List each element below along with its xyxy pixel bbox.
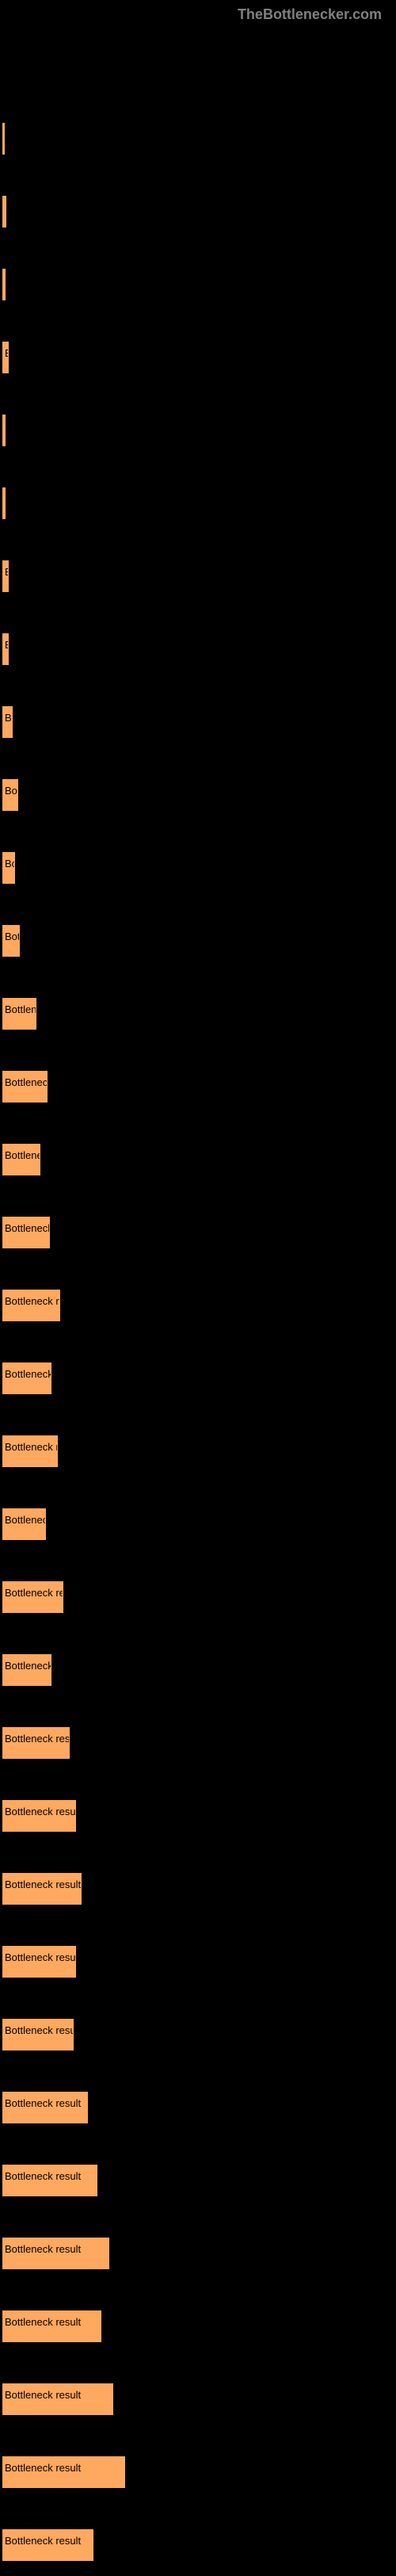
bar-label: Bottleneck result — [5, 2024, 73, 2036]
bar-row: Bott — [2, 905, 394, 972]
bars-container: B B B Bo Bot Bo Bott Bottlene Bottleneck r Bottle… — [2, 103, 394, 2576]
bar-row: Bottleneck resu — [2, 1416, 394, 1482]
watermark-text: TheBottlenecker.com — [238, 6, 382, 23]
bar — [2, 122, 6, 155]
bar-label: Bottleneck result — [5, 1587, 63, 1599]
bar-label: Bottleneck result — [5, 2243, 109, 2255]
bar-row: Bottleneck result — [2, 2218, 394, 2284]
bar-label: Bottleneck result — [5, 1295, 59, 1307]
bar-row: Bottlene — [2, 978, 394, 1045]
bar — [2, 268, 6, 301]
bar-row: Bottleneck res — [2, 1343, 394, 1409]
bar-label: Bottleneck result — [5, 1878, 81, 1890]
bar-label: B — [5, 347, 8, 359]
bar-label: Bottleneck result — [5, 1806, 75, 1817]
bar-row: Bottleneck res — [2, 1197, 394, 1263]
bar-label: Bottleneck result — [5, 2316, 101, 2328]
bar-label: Bottleneck result — [5, 2462, 124, 2474]
bar-row: B — [2, 613, 394, 680]
bar-label: Bottleneck res — [5, 1368, 51, 1380]
bar-row — [2, 468, 394, 534]
bar-label: Bottleneck res — [5, 1222, 49, 1234]
bar-row: Bottleneck result — [2, 2291, 394, 2357]
bar-row: Bottleneck res — [2, 1634, 394, 1701]
bar-label: Bottleneck res — [5, 1660, 51, 1672]
bar-row: Bottleneck result — [2, 1707, 394, 1774]
bar-row: Bottleneck result — [2, 2509, 394, 2576]
bar-label: Bott — [5, 931, 19, 942]
bar — [2, 195, 7, 228]
bar-row: Bottleneck result — [2, 1999, 394, 2066]
bar-label: Bottleneck resu — [5, 1441, 57, 1453]
bar-row: B — [2, 322, 394, 388]
bar-label: Bottleneck result — [5, 1951, 75, 1963]
bar-row: Bottleneck result — [2, 2436, 394, 2503]
bar-row — [2, 176, 394, 243]
bar-label: Bottleneck result — [5, 2097, 87, 2109]
bar-row: Bo — [2, 832, 394, 899]
bar-row: Bottleneck result — [2, 1780, 394, 1847]
bar-row: Bottleneck re — [2, 1489, 394, 1555]
bar-label: Bottleneck result — [5, 1733, 69, 1745]
bar-row — [2, 249, 394, 315]
bar-row: Bottleneck result — [2, 2072, 394, 2138]
bar-label: Bo — [5, 858, 14, 869]
bar — [2, 414, 6, 447]
bar-row: B — [2, 541, 394, 607]
bar-row: Bo — [2, 686, 394, 753]
bar-row: Bottleneck r — [2, 1051, 394, 1118]
bar-row: Bottleneck result — [2, 1926, 394, 1993]
bar-row: Bottleneck — [2, 1124, 394, 1191]
bar-row: Bottleneck result — [2, 1853, 394, 1920]
bar-row — [2, 395, 394, 461]
bar-label: Bottleneck result — [5, 2170, 97, 2182]
chart-container: B B B Bo Bot Bo Bott Bottlene Bottleneck r Bottle… — [2, 103, 394, 2528]
bar-label: Bot — [5, 785, 17, 797]
bar-label: Bottleneck result — [5, 2535, 93, 2547]
bar-row: Bottleneck result — [2, 1270, 394, 1336]
bar-label: Bottlene — [5, 1003, 36, 1015]
bar-row: Bottleneck result — [2, 2364, 394, 2430]
bar-row — [2, 103, 394, 170]
bar-label: Bottleneck — [5, 1149, 40, 1161]
bar-label: B — [5, 566, 8, 578]
bar — [2, 487, 6, 520]
bar-label: Bottleneck r — [5, 1076, 47, 1088]
bar-label: B — [5, 639, 8, 651]
bar-label: Bottleneck re — [5, 1514, 45, 1526]
bar-row: Bottleneck result — [2, 2145, 394, 2211]
bar-label: Bottleneck result — [5, 2389, 112, 2401]
bar-row: Bottleneck result — [2, 1561, 394, 1628]
bar-label: Bo — [5, 712, 12, 724]
bar-row: Bot — [2, 759, 394, 826]
